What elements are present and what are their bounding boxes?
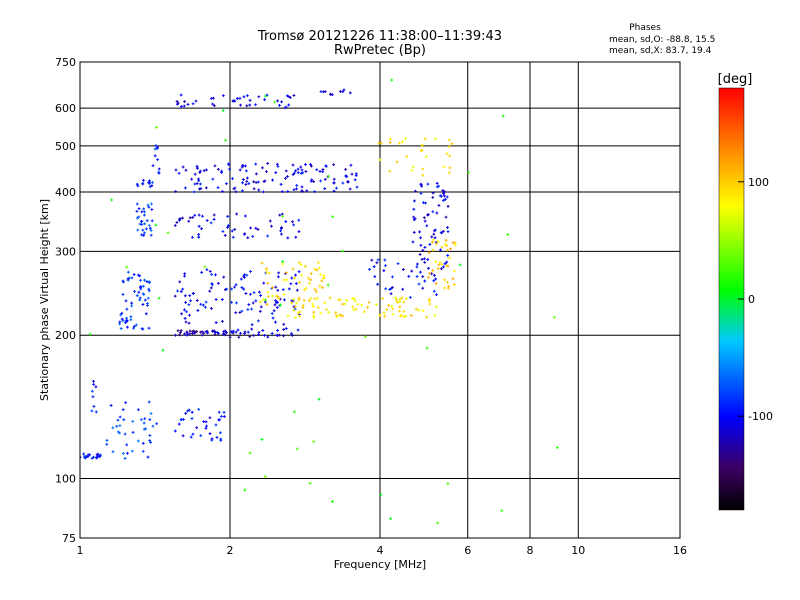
x-tick-label: 6 bbox=[464, 544, 471, 557]
y-tick-label: 400 bbox=[55, 186, 76, 199]
y-tick-label: 750 bbox=[55, 56, 76, 69]
chart-title: Tromsø 20121226 11:38:00–11:39:43 bbox=[257, 29, 502, 44]
colorbar-tick-label: -100 bbox=[748, 410, 773, 423]
x-axis-label: Frequency [MHz] bbox=[334, 558, 426, 571]
x-tick-label: 8 bbox=[527, 544, 534, 557]
y-axis-ticks: 75 100 200 300 400 500 600 750 bbox=[55, 56, 76, 545]
colorbar-label: [deg] bbox=[718, 72, 753, 87]
y-tick-label: 500 bbox=[55, 140, 76, 153]
x-tick-label: 2 bbox=[227, 544, 234, 557]
x-tick-label: 4 bbox=[377, 544, 384, 557]
y-tick-label: 600 bbox=[55, 102, 76, 115]
stats-line-x: mean, sd,X: 83.7, 19.4 bbox=[609, 46, 712, 56]
y-tick-label: 300 bbox=[55, 245, 76, 258]
stats-line-o: mean, sd,O: -88.8, 15.5 bbox=[609, 35, 715, 45]
x-axis-ticks: 1 2 4 6 8 10 16 bbox=[77, 544, 688, 557]
colorbar-ticks: 100 0 -100 bbox=[738, 176, 773, 423]
x-tick-label: 10 bbox=[571, 544, 585, 557]
chart-subtitle: RwPretec (Bp) bbox=[334, 43, 426, 58]
y-tick-label: 200 bbox=[55, 329, 76, 342]
x-tick-label: 16 bbox=[673, 544, 687, 557]
data-points bbox=[80, 78, 559, 525]
stats-heading: Phases bbox=[629, 23, 661, 33]
x-tick-label: 1 bbox=[77, 544, 84, 557]
y-tick-label: 75 bbox=[62, 532, 76, 545]
grid-lines bbox=[80, 62, 680, 538]
colorbar-tick-label: 0 bbox=[748, 293, 755, 306]
plot-frame bbox=[79, 61, 681, 539]
y-axis-label: Stationary phase Virtual Height [km] bbox=[38, 199, 51, 401]
y-tick-label: 100 bbox=[55, 473, 76, 486]
colorbar-tick-label: 100 bbox=[748, 176, 769, 189]
